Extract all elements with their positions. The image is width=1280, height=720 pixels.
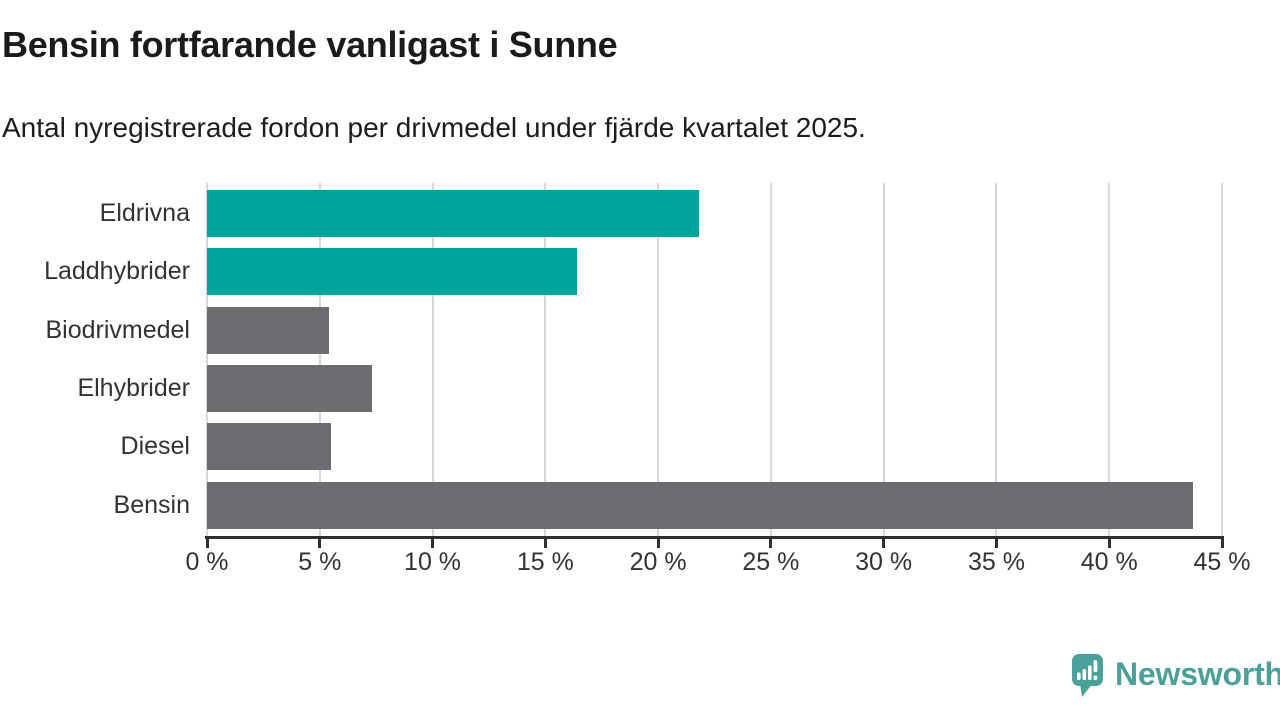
bar-diesel (207, 423, 332, 471)
bar-biodrivmedel (207, 306, 329, 354)
gridline-30 (882, 183, 885, 536)
gridline-15 (544, 183, 547, 536)
category-label-eldrivna: Eldrivna (99, 199, 190, 227)
gridline-25 (769, 183, 772, 536)
x-axis-tick-20 (656, 539, 660, 548)
x-axis-tick-label-15: 15 % (516, 548, 574, 576)
gridline-0 (206, 183, 208, 536)
x-axis-tick-label-45: 45 % (1193, 548, 1251, 576)
x-axis-tick-25 (769, 539, 773, 548)
x-axis-tick-label-25: 25 % (742, 548, 800, 576)
bar-eldrivna (207, 190, 699, 237)
newsworthy-logo-icon (1072, 654, 1103, 697)
category-label-laddhybrider: Laddhybrider (44, 257, 190, 286)
category-label-elhybrider: Elhybrider (77, 373, 190, 402)
x-axis-tick-10 (431, 539, 435, 548)
x-axis-tick-30 (882, 539, 886, 548)
x-axis-tick-label-40: 40 % (1080, 548, 1138, 576)
category-label-biodrivmedel: Biodrivmedel (45, 315, 190, 344)
x-axis-tick-5 (318, 539, 322, 548)
x-axis-tick-label-30: 30 % (855, 548, 913, 576)
x-axis-tick-label-0: 0 % (185, 548, 229, 576)
x-axis-tick-label-10: 10 % (404, 548, 462, 576)
chart-subtitle: Antal nyregistrerade fordon per drivmede… (2, 112, 866, 143)
category-label-diesel: Diesel (120, 432, 190, 461)
bar-laddhybrider (207, 248, 577, 296)
x-axis-tick-40 (1107, 539, 1111, 548)
bar-bensin (207, 481, 1193, 529)
gridline-5 (318, 183, 321, 536)
category-label-bensin: Bensin (113, 490, 190, 519)
x-axis-tick-label-20: 20 % (629, 548, 687, 576)
x-axis-tick-label-35: 35 % (967, 548, 1025, 576)
x-axis-tick-label-5: 5 % (298, 548, 342, 576)
gridline-35 (995, 183, 998, 536)
gridline-40 (1108, 183, 1111, 536)
x-axis-line (205, 536, 1224, 539)
bar-elhybrider (207, 364, 372, 412)
newsworthy-logo: Newsworthy (1072, 654, 1280, 698)
x-axis-tick-15 (543, 539, 547, 548)
x-axis-tick-35 (994, 539, 998, 548)
gridline-45 (1221, 183, 1223, 536)
chart-title: Bensin fortfarande vanligast i Sunne (2, 24, 618, 65)
plot-area (206, 183, 1223, 536)
gridline-10 (431, 183, 434, 536)
gridline-20 (657, 183, 660, 536)
x-axis-tick-45 (1220, 539, 1224, 548)
newsworthy-logo-text: Newsworthy (1115, 656, 1280, 692)
x-axis-tick-0 (205, 539, 209, 548)
